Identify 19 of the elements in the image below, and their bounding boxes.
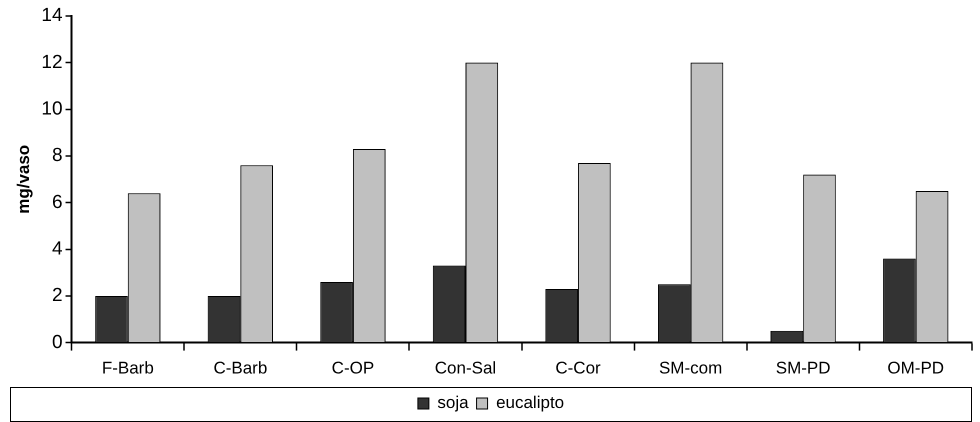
x-tick-label: C-OP [332, 358, 374, 378]
x-tick-label: C-Barb [213, 358, 268, 378]
y-tick-label: 14 [41, 5, 63, 26]
y-tick-label: 8 [52, 145, 63, 166]
x-tick-label: F-Barb [102, 358, 154, 378]
y-tick-label: 10 [41, 98, 63, 120]
legend-label: soja [437, 393, 470, 412]
x-tick-label: C-Cor [555, 358, 602, 378]
x-tick-label: Con-Sal [434, 358, 496, 378]
y-tick-label: 2 [52, 285, 63, 306]
legend-label: eucalipto [496, 393, 564, 412]
x-tick-label: SM-PD [776, 358, 831, 378]
x-tick-label: OM-PD [887, 358, 944, 378]
y-tick-label: 12 [41, 52, 63, 73]
y-axis-title: mg/vaso [14, 144, 33, 214]
y-tick-label: 4 [52, 238, 63, 260]
y-tick-label: 6 [52, 192, 63, 213]
x-tick-label: SM-com [658, 358, 722, 378]
y-tick-label: 0 [52, 332, 63, 353]
